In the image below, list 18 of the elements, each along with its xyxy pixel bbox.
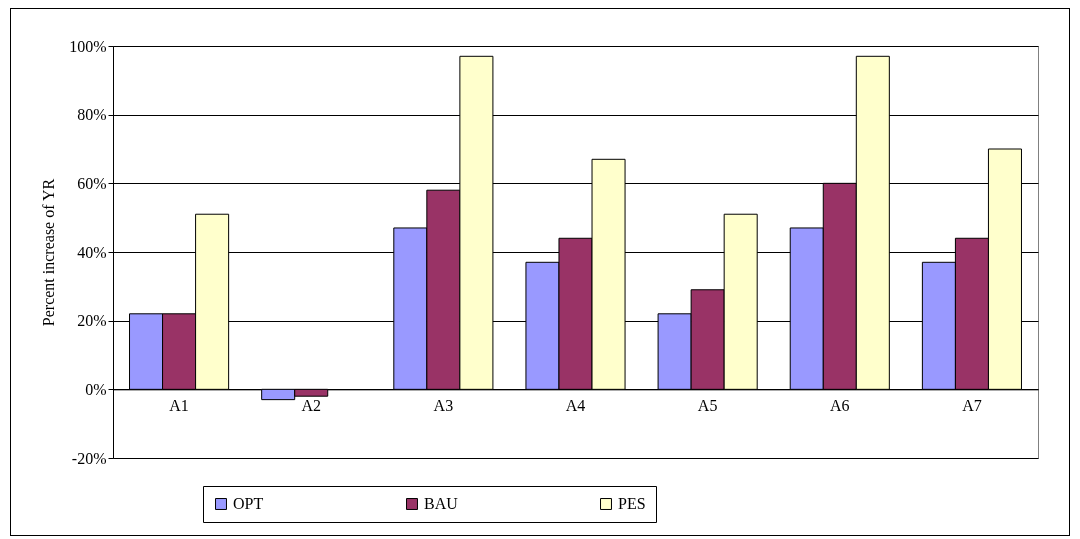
x-tick-label: A3 bbox=[433, 396, 454, 414]
legend-label: OPT bbox=[233, 495, 264, 512]
y-tick-label: 20% bbox=[77, 312, 107, 330]
legend-label: PES bbox=[618, 495, 646, 512]
x-tick-label: A5 bbox=[697, 396, 718, 414]
y-tick-label: -20% bbox=[71, 449, 107, 467]
x-tick-label: A2 bbox=[301, 396, 321, 414]
y-tick-label: 0% bbox=[85, 380, 107, 398]
y-axis-title: Percent increase of YR bbox=[40, 178, 58, 327]
x-tick-label: A7 bbox=[962, 396, 982, 414]
y-tick-label: 80% bbox=[77, 106, 107, 124]
y-tick-label: 60% bbox=[77, 174, 107, 192]
y-tick-label: 100% bbox=[69, 37, 107, 55]
x-tick-label: A1 bbox=[169, 396, 189, 414]
y-tick-label: 40% bbox=[77, 243, 107, 261]
x-tick-label: A4 bbox=[565, 396, 586, 414]
legend-label: BAU bbox=[424, 495, 459, 512]
x-tick-label: A6 bbox=[830, 396, 850, 414]
